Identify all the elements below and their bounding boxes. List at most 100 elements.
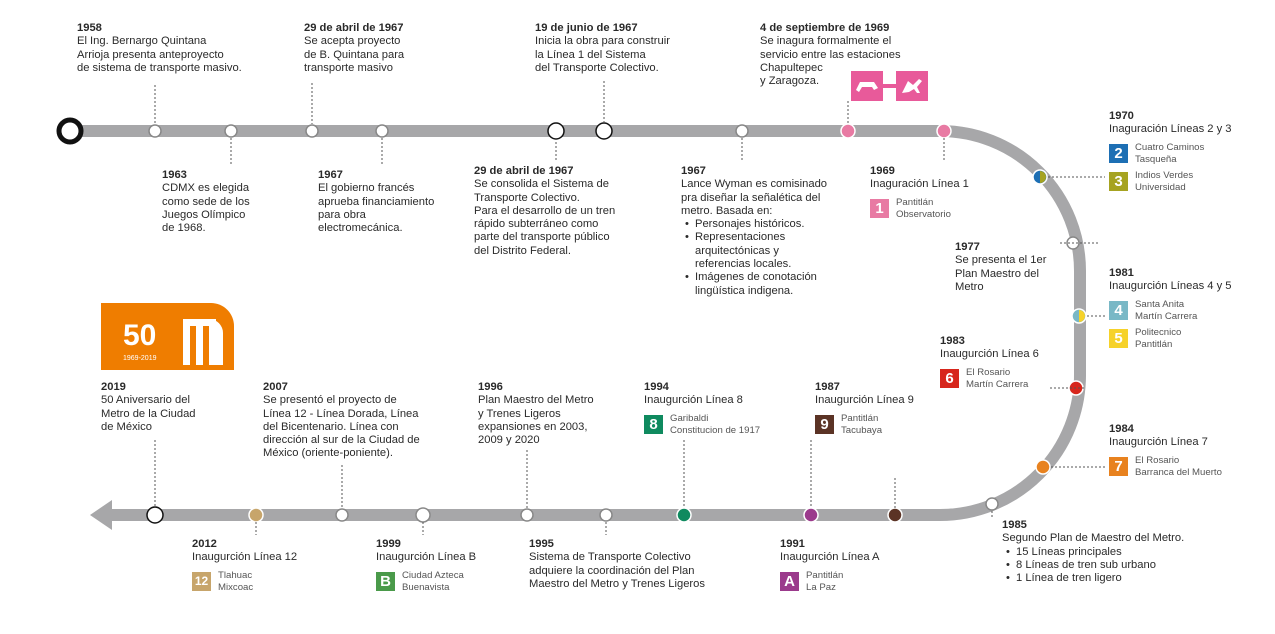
metro-line-4: 4 Santa Anita Martín Carrera: [1109, 299, 1232, 323]
metro-line-list: 12 Tlahuac Mixcoac: [192, 570, 297, 594]
terminal-station: El Rosario: [966, 366, 1011, 378]
line-terminals: Pantitlán Observatorio: [896, 197, 951, 221]
metro-line-B: B Ciudad Azteca Buenavista: [376, 570, 476, 594]
timeline-node: [599, 508, 613, 522]
line-terminals: Indios Verdes Universidad: [1135, 170, 1193, 194]
event-year: 1958: [77, 22, 102, 34]
line-badge: 3: [1109, 172, 1128, 192]
timeline-node: [415, 507, 431, 523]
logo-number: 50: [123, 319, 156, 352]
timeline-node: [520, 508, 534, 522]
metro-line-A: A Pantitlán La Paz: [780, 570, 880, 594]
metro-line-1: 1 Pantitlán Observatorio: [870, 197, 969, 221]
event-1967-french-financing: 1967 El gobierno francés apruebа financiam…: [318, 169, 434, 235]
terminal-station: El Rosario: [1135, 454, 1180, 466]
logo-years: 1969-2019: [123, 355, 157, 362]
event-year: 1996: [478, 381, 503, 393]
event-text-line: Inaugurción Línea B: [376, 551, 477, 564]
line-terminals: Santa Anita Martín Carrera: [1135, 299, 1197, 323]
metro-line-list: 6 El Rosario Martín Carrera: [940, 367, 1039, 391]
event-text-line: metro. Basada en:: [681, 204, 773, 217]
event-1987: 1987 Inaugurción Línea 9 9 Pantitlán Tacubay…: [815, 381, 914, 441]
event-1995: 1995 Sistema de Transporte Colectivo adqui…: [529, 538, 705, 591]
timeline-arrow-head: [90, 500, 112, 530]
event-text-line: Metro de la Ciudad: [101, 407, 196, 420]
terminal-station: Martín Carrera: [1135, 310, 1198, 322]
event-1967-lance-wyman: 1967 Lance Wyman es comisinado pra diseñar…: [681, 165, 827, 298]
terminal-station: Tacubaya: [841, 424, 883, 436]
event-text-line: Se presentó el proyecto de: [263, 394, 397, 407]
event-year: 1970: [1109, 110, 1134, 122]
event-text-line: Sistema de Transporte Colectivo: [529, 551, 691, 564]
event-year: 1991: [780, 538, 805, 550]
terminal-station: Tasqueña: [1135, 153, 1177, 165]
event-text-line: 50 Aniversario del: [101, 394, 190, 407]
event-text-line: Maestro del Metro y Trenes Ligeros: [529, 577, 705, 590]
event-text-line: apruebа financiamiento: [318, 195, 435, 208]
event-1967-april-project: 29 de abril de 1967 Se acepta proyecto de …: [304, 22, 404, 75]
event-text-line: del Transporte Colectivo.: [535, 61, 659, 74]
event-year: 1983: [940, 335, 965, 347]
metro-line-8: 8 Garibaldi Constitucion de 1917: [644, 413, 760, 437]
event-text-line: Chapultepec: [760, 61, 823, 74]
event-1999: 1999 Inaugurción Línea B B Ciudad Azteca Bue…: [376, 538, 476, 598]
event-2012: 2012 Inaugurción Línea 12 12 Tlahuac Mixcoac: [192, 538, 297, 598]
line-terminals: Cuatro Caminos Tasqueña: [1135, 142, 1204, 166]
event-text-line: la Línea 1 del Sistema: [535, 48, 646, 61]
event-year: 2019: [101, 381, 126, 393]
metro-line-list: 9 Pantitlán Tacubaya: [815, 413, 914, 437]
event-text-line: rápido subterráneo como: [474, 218, 599, 231]
event-year: 1969: [870, 165, 895, 177]
event-bullet-item: Personajes históricos.: [685, 218, 827, 232]
event-text-line: dirección al sur de la Ciudad de: [263, 434, 420, 447]
line-terminals: El Rosario Martín Carrera: [966, 367, 1028, 391]
event-text-line: Plan Maestro del: [955, 267, 1039, 280]
event-year: 4 de septiembre de 1969: [760, 22, 890, 34]
line-terminals: Garibaldi Constitucion de 1917: [670, 413, 760, 437]
event-1996: 1996 Plan Maestro del Metro y Trenes Liger…: [478, 381, 594, 447]
metro-50-logo: 50 1969-2019: [101, 303, 234, 370]
event-text-line: Inaugurción Línea 6: [940, 348, 1039, 361]
event-year: 29 de abril de 1967: [474, 165, 574, 177]
line-badge: 4: [1109, 301, 1128, 321]
event-text-line: adquiere la coordinación del Plan: [529, 564, 695, 577]
terminal-station: Pantitlán: [1135, 338, 1173, 350]
event-2007: 2007 Se presentó el proyecto de Línea 12 -…: [263, 381, 420, 461]
terminal-station: Tlahuac: [218, 569, 253, 581]
event-year: 1994: [644, 381, 669, 393]
event-bullet-item: 1 Línea de tren ligero: [1006, 572, 1184, 586]
terminal-station: Buenavista: [402, 581, 450, 593]
metro-line-7: 7 El Rosario Barranca del Muerto: [1109, 455, 1222, 479]
event-bullet-list: 15 Líneas principales8 Líneas de tren su…: [1002, 546, 1184, 586]
terminal-station: La Paz: [806, 581, 836, 593]
event-text-line: Inaugurción Línea 8: [644, 394, 743, 407]
event-bullet-item: Imágenes de conotación lingüística indig…: [685, 271, 827, 298]
terminal-station: Ciudad Azteca: [402, 569, 464, 581]
timeline-node: [335, 508, 349, 522]
timeline-node: [985, 497, 999, 511]
event-1967-consolidation: 29 de abril de 1967 Se consolida el Siste…: [474, 165, 615, 258]
timeline-node: [1035, 459, 1051, 475]
terminal-station: Observatorio: [896, 208, 951, 220]
timeline-node: [735, 124, 749, 138]
line-badge: A: [780, 572, 799, 592]
line-terminals: El Rosario Barranca del Muerto: [1135, 455, 1222, 479]
event-year: 1987: [815, 381, 840, 393]
event-text-line: Inicia la obra para construir: [535, 35, 670, 48]
event-1977: 1977 Se presenta el 1er Plan Maestro del Me…: [955, 241, 1046, 294]
event-text-line: servicio entre las estaciones: [760, 48, 901, 61]
event-1983: 1983 Inaugurción Línea 6 6 El Rosario Martín…: [940, 335, 1039, 395]
event-text-line: y Trenes Ligeros: [478, 407, 561, 420]
terminal-station: Pantitlán: [841, 412, 879, 424]
event-1967-june-works: 19 de junio de 1967 Inicia la obra para c…: [535, 22, 670, 75]
event-year: 1999: [376, 538, 401, 550]
event-text-line: expansiones en 2003,: [478, 420, 588, 433]
event-year: 1977: [955, 241, 980, 253]
event-1970: 1970 Inaguración Líneas 2 y 3 2 Cuatro Cami…: [1109, 110, 1232, 198]
event-text-line: Línea 12 - Línea Dorada, Línea: [263, 407, 419, 420]
timeline-node: [936, 123, 952, 139]
timeline-node: [803, 507, 819, 523]
metro-line-list: 2 Cuatro Caminos Tasqueña 3 Indios Verdes Uni…: [1109, 142, 1232, 194]
